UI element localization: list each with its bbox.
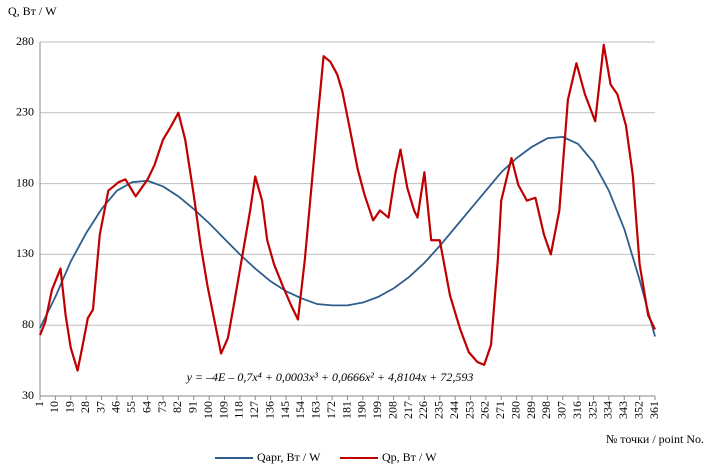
x-tick-label: 316 xyxy=(570,401,584,419)
x-tick-label: 325 xyxy=(585,401,599,419)
x-tick-label: 73 xyxy=(155,401,169,413)
x-tick-label: 334 xyxy=(601,401,615,419)
x-tick-label: 181 xyxy=(339,401,353,419)
legend-label: Qp, Вт / W xyxy=(382,450,437,464)
x-tick-label: 64 xyxy=(139,401,153,413)
x-tick-label: 307 xyxy=(555,401,569,419)
x-tick-label: 343 xyxy=(616,401,630,419)
y-tick-label: 280 xyxy=(16,34,34,48)
x-tick-label: 244 xyxy=(447,401,461,419)
x-tick-label: 91 xyxy=(186,401,200,413)
legend-item: Qp, Вт / W xyxy=(340,450,437,464)
x-tick-label: 361 xyxy=(647,401,661,419)
x-tick-label: 127 xyxy=(247,401,261,419)
x-tick-label: 271 xyxy=(493,401,507,419)
equation: y = –4E – 0,7x⁴ + 0,0003x³ + 0,0666x² + … xyxy=(186,370,474,384)
x-tick-label: 253 xyxy=(462,401,476,419)
y-tick-label: 30 xyxy=(22,388,34,402)
x-tick-label: 109 xyxy=(216,401,230,419)
x-tick-label: 226 xyxy=(416,401,430,419)
x-tick-label: 235 xyxy=(432,401,446,419)
x-tick-label: 154 xyxy=(293,401,307,419)
x-tick-label: 136 xyxy=(262,401,276,419)
x-tick-label: 208 xyxy=(385,401,399,419)
x-tick-label: 37 xyxy=(93,401,107,413)
x-tick-label: 118 xyxy=(232,401,246,419)
x-tick-label: 28 xyxy=(78,401,92,413)
data-line xyxy=(38,43,656,372)
x-tick-label: 352 xyxy=(631,401,645,419)
x-tick-label: 280 xyxy=(508,401,522,419)
y-tick-label: 180 xyxy=(16,175,34,189)
x-tick-label: 82 xyxy=(170,401,184,413)
x-tick-label: 55 xyxy=(124,401,138,413)
x-tick-label: 289 xyxy=(524,401,538,419)
x-tick-label: 190 xyxy=(355,401,369,419)
x-tick-label: 262 xyxy=(478,401,492,419)
x-tick-label: 163 xyxy=(309,401,323,419)
x-tick-label: 217 xyxy=(401,401,415,419)
x-tick-label: 100 xyxy=(201,401,215,419)
x-tick-label: 1 xyxy=(32,401,46,407)
x-tick-label: 145 xyxy=(278,401,292,419)
y-tick-label: 130 xyxy=(16,246,34,260)
x-tick-label: 19 xyxy=(63,401,77,413)
x-tick-label: 172 xyxy=(324,401,338,419)
legend-label: Qapr, Вт / W xyxy=(257,450,321,464)
x-tick-label: 199 xyxy=(370,401,384,419)
y-tick-label: 80 xyxy=(22,317,34,331)
x-tick-label: 46 xyxy=(109,401,123,413)
x-axis-label: № точки / point No. xyxy=(606,432,704,446)
y-axis-label: Q, Вт / W xyxy=(8,4,57,18)
x-tick-label: 298 xyxy=(539,401,553,419)
data-line xyxy=(39,135,656,337)
y-tick-label: 230 xyxy=(16,105,34,119)
x-tick-label: 10 xyxy=(47,401,61,413)
legend-item: Qapr, Вт / W xyxy=(215,450,321,464)
